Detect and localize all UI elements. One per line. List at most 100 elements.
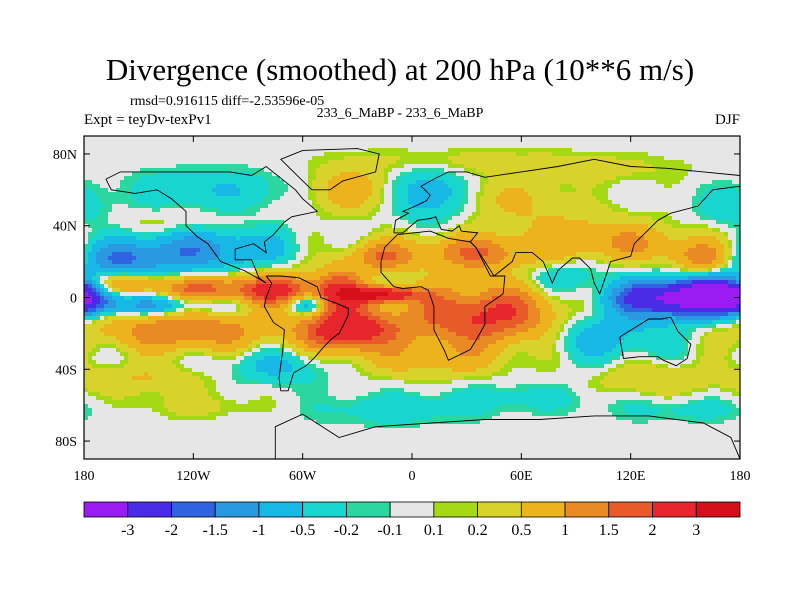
field-cell	[448, 196, 465, 201]
field-cell	[572, 356, 613, 361]
field-cell	[240, 372, 269, 377]
field-cell	[364, 356, 497, 361]
field-cell	[84, 316, 97, 321]
field-cell	[360, 236, 365, 241]
field-cell	[324, 312, 333, 317]
field-cell	[460, 204, 465, 209]
field-cell	[596, 288, 605, 293]
field-cell	[496, 356, 513, 361]
field-cell	[116, 348, 121, 353]
field-cell	[408, 172, 449, 177]
field-cell	[236, 348, 249, 353]
field-cell	[200, 248, 221, 253]
field-cell	[732, 352, 740, 357]
field-cell	[104, 236, 137, 241]
field-cell	[176, 224, 193, 229]
field-cell	[340, 288, 361, 293]
field-cell	[480, 200, 497, 205]
field-cell	[244, 332, 297, 337]
field-cell	[680, 268, 689, 273]
field-cell	[84, 344, 97, 349]
field-cell	[328, 188, 373, 193]
field-cell	[248, 348, 253, 353]
field-cell	[484, 192, 501, 197]
field-cell	[88, 224, 121, 229]
field-cell	[184, 308, 193, 313]
field-cell	[252, 172, 273, 177]
field-cell	[176, 348, 213, 353]
field-cell	[576, 340, 621, 345]
field-cell	[444, 252, 461, 257]
field-cell	[604, 276, 621, 281]
field-cell	[632, 304, 681, 309]
field-cell	[312, 188, 329, 193]
field-cell	[692, 336, 701, 341]
colorbar-label: 0.5	[511, 522, 531, 539]
field-cell	[280, 372, 317, 377]
field-cell	[308, 164, 321, 169]
field-cell	[448, 220, 465, 225]
field-cell	[380, 200, 385, 205]
colorbar-label: 3	[692, 522, 700, 539]
field-cell	[696, 344, 705, 349]
field-cell	[456, 208, 465, 213]
field-cell	[296, 256, 305, 261]
field-cell	[400, 180, 417, 185]
colorbar-swatch	[214, 501, 260, 518]
field-cell	[324, 336, 373, 341]
field-cell	[268, 188, 289, 193]
coastline-africa	[380, 230, 506, 361]
field-cell	[700, 184, 740, 189]
field-cell	[596, 292, 605, 297]
field-cell	[288, 312, 301, 317]
field-cell	[100, 276, 109, 281]
field-cell	[288, 300, 293, 305]
field-cell	[568, 340, 577, 345]
field-cell	[424, 312, 481, 317]
field-cell	[192, 308, 201, 313]
field-cell	[732, 408, 740, 413]
field-cell	[688, 400, 701, 405]
field-cell	[216, 380, 237, 385]
field-cell	[244, 260, 285, 265]
field-cell	[236, 380, 261, 385]
field-cell	[392, 212, 401, 217]
field-cell	[292, 368, 313, 373]
field-cell	[120, 360, 129, 365]
field-cell	[476, 200, 481, 205]
field-cell	[500, 368, 513, 373]
field-cell	[528, 284, 537, 289]
field-cell	[324, 240, 357, 245]
field-cell	[492, 296, 521, 301]
field-cell	[84, 156, 313, 161]
field-cell	[728, 240, 733, 245]
case-comparison-label: 233_6_MaBP - 233_6_MaBP	[316, 106, 484, 121]
field-cell	[324, 300, 329, 305]
field-cell	[328, 372, 361, 377]
field-cell	[496, 320, 525, 325]
field-cell	[632, 288, 681, 293]
field-cell	[180, 292, 245, 297]
field-cell	[96, 316, 101, 321]
field-cell	[88, 388, 209, 393]
field-cell	[292, 252, 297, 257]
field-cell	[504, 336, 541, 341]
field-cell	[480, 204, 501, 209]
field-cell	[288, 260, 301, 265]
field-cell	[132, 172, 157, 177]
field-cell	[612, 236, 645, 241]
field-cell	[104, 308, 165, 313]
field-cell	[488, 248, 505, 253]
field-cell	[576, 392, 641, 397]
field-cell	[360, 416, 433, 421]
field-cell	[464, 188, 469, 193]
field-cell	[316, 372, 329, 377]
field-cell	[276, 256, 293, 261]
field-cell	[292, 264, 301, 269]
field-cell	[604, 384, 709, 389]
field-cell	[316, 320, 325, 325]
field-cell	[316, 420, 377, 425]
field-cell	[308, 188, 313, 193]
field-cell	[588, 380, 601, 385]
field-cell	[84, 144, 740, 149]
